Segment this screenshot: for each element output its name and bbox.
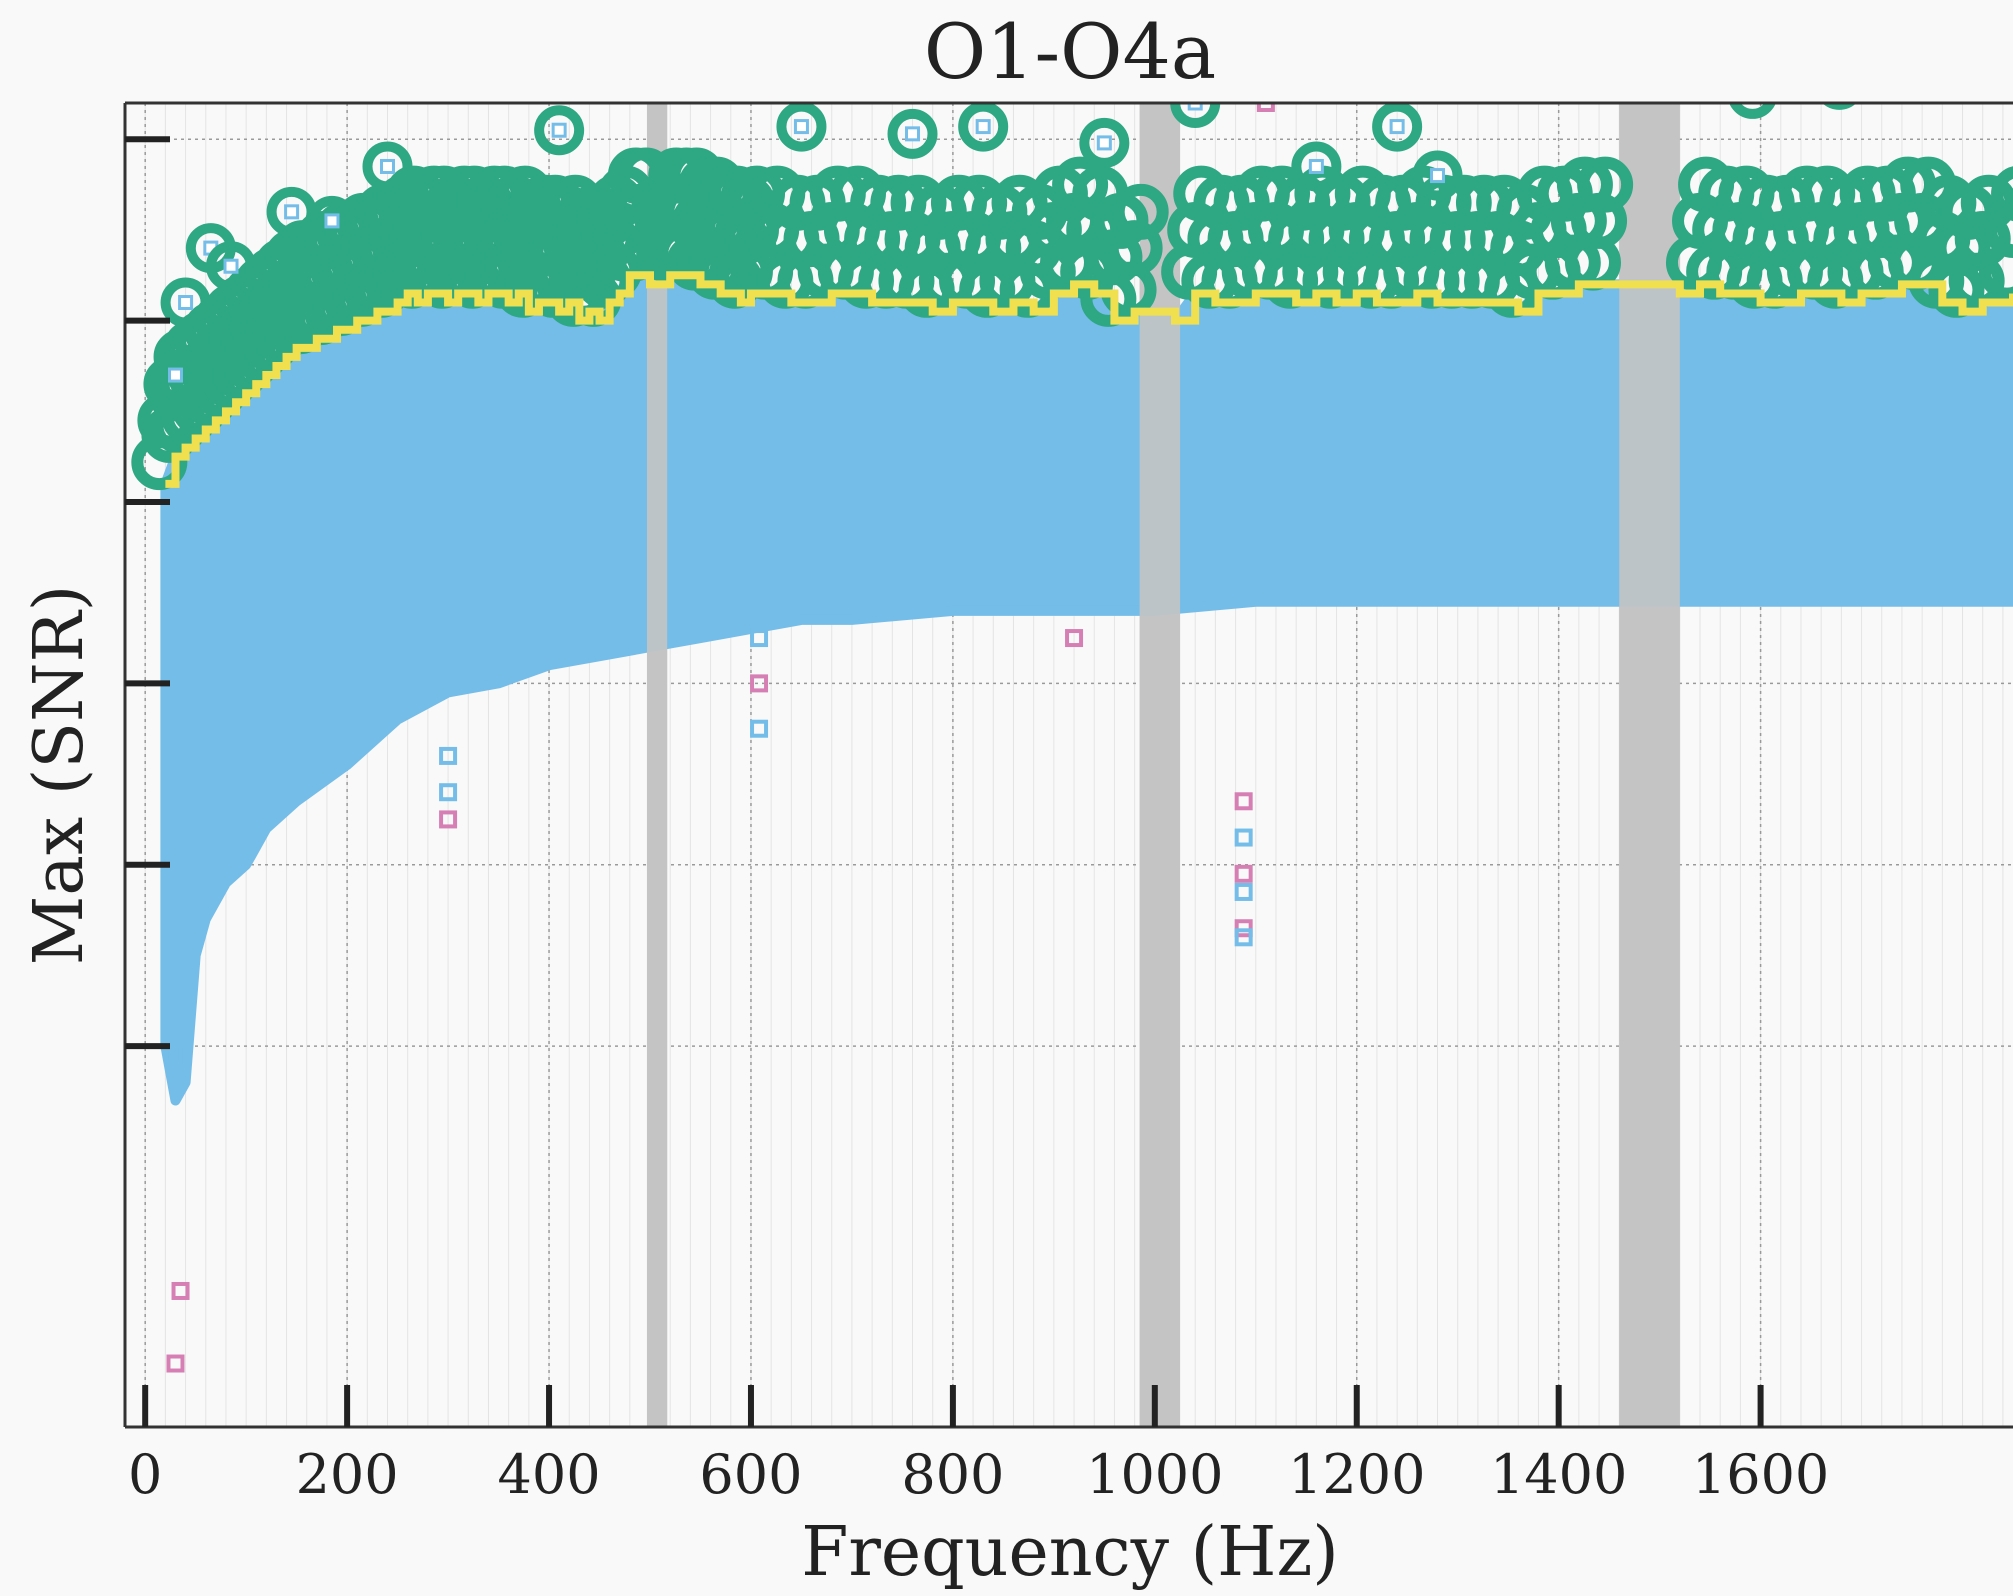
pink-point xyxy=(1234,919,1253,938)
x-tick-label: 1200 xyxy=(1288,1443,1425,1506)
outlier-marker xyxy=(1106,220,1163,277)
blue-point xyxy=(1234,882,1253,901)
outlier-ring xyxy=(206,241,257,292)
outlier-ring xyxy=(1291,141,1342,192)
outlier-ring xyxy=(1729,103,1776,119)
outlier-ring xyxy=(362,141,413,192)
outlier-center-point xyxy=(551,122,567,138)
outlier-center-point xyxy=(1430,168,1446,184)
pink-point xyxy=(562,81,576,95)
x-tick-label: 0 xyxy=(128,1443,162,1506)
outlier-ring xyxy=(608,10,648,50)
outlier-center-point xyxy=(380,158,396,174)
outlier-marker xyxy=(1571,192,1628,249)
pink-point xyxy=(1234,792,1253,811)
outlier-center-point xyxy=(223,258,239,274)
x-tick-label: 1000 xyxy=(1086,1443,1223,1506)
outlier-ring xyxy=(1372,103,1423,152)
upper-envelope-line xyxy=(165,271,2013,488)
outlier-ring xyxy=(1170,103,1221,128)
pink-point xyxy=(439,810,458,829)
plot-content xyxy=(125,0,2013,1427)
outlier-center-point xyxy=(250,6,262,18)
pink-point xyxy=(171,1281,190,1300)
outlier-center-point xyxy=(167,367,183,383)
outlier-center-point xyxy=(975,119,991,135)
blue-point xyxy=(1234,828,1253,847)
x-tick-label: 400 xyxy=(498,1443,601,1506)
pink-point xyxy=(1256,103,1275,112)
blue-point xyxy=(1234,928,1253,947)
outlier-ring xyxy=(958,103,1009,152)
outlier-marker xyxy=(1991,166,2013,221)
outlier-ring xyxy=(160,277,211,328)
pink-point xyxy=(750,674,769,693)
blue-point xyxy=(439,783,458,802)
pink-point xyxy=(752,42,766,56)
outlier-ring xyxy=(236,0,276,32)
outlier-center-point xyxy=(793,119,809,135)
pink-point xyxy=(1234,864,1253,883)
blue-point xyxy=(750,629,769,648)
outlier-ring xyxy=(1822,103,1857,110)
pink-point xyxy=(1065,629,1084,648)
outlier-ring xyxy=(433,38,473,78)
outlier-center-point xyxy=(905,126,921,142)
blue-point xyxy=(439,746,458,765)
x-axis-label: Frequency (Hz) xyxy=(801,1513,1339,1592)
x-tick-label: 800 xyxy=(901,1443,1004,1506)
outlier-ring xyxy=(776,103,827,152)
outlier-center-point xyxy=(447,52,459,64)
x-tick-label: 1400 xyxy=(1490,1443,1627,1506)
plot-area: 0 200 400 600 800 1000 1200 1400 1600 xyxy=(123,0,2013,1506)
outlier-ring xyxy=(1079,117,1130,168)
outlier-center-point xyxy=(1096,135,1112,151)
x-tick-label: 600 xyxy=(699,1443,802,1506)
outlier-ring xyxy=(887,108,938,159)
outlier-marker xyxy=(1985,201,2013,258)
outlier-ring xyxy=(1412,150,1463,201)
x-tick-label: 1600 xyxy=(1692,1443,1829,1506)
outlier-center-point xyxy=(622,24,634,36)
outlier-center-point xyxy=(1747,88,1759,100)
outlier-center-point xyxy=(324,213,340,229)
background-points-region xyxy=(160,270,2013,1106)
vetoed-band-overlay xyxy=(646,103,668,1427)
outlier-center-point xyxy=(284,204,300,220)
outlier-ring xyxy=(150,350,201,401)
y-axis-label: Max (SNR) xyxy=(20,585,99,965)
x-tick-label: 200 xyxy=(296,1443,399,1506)
pink-point xyxy=(166,1354,185,1373)
outlier-center-point xyxy=(1555,39,1567,51)
blue-point xyxy=(750,719,769,738)
blue-point xyxy=(164,1046,183,1065)
outlier-center-point xyxy=(178,295,194,311)
outlier-center-point xyxy=(1389,119,1405,135)
outlier-ring xyxy=(534,105,585,156)
outlier-marker xyxy=(1112,183,1169,240)
vetoed-band-overlay xyxy=(1619,103,1680,1427)
chart-title: O1-O4a xyxy=(924,7,1216,96)
outlier-center-point xyxy=(452,61,464,73)
outlier-center-point xyxy=(1833,79,1845,91)
outlier-ring xyxy=(438,47,478,87)
outlier-marker xyxy=(1577,156,1634,213)
outlier-center-point xyxy=(1187,103,1203,111)
outlier-center-point xyxy=(1308,158,1324,174)
outlier-ring xyxy=(1541,25,1581,65)
outlier-ring xyxy=(306,195,357,246)
